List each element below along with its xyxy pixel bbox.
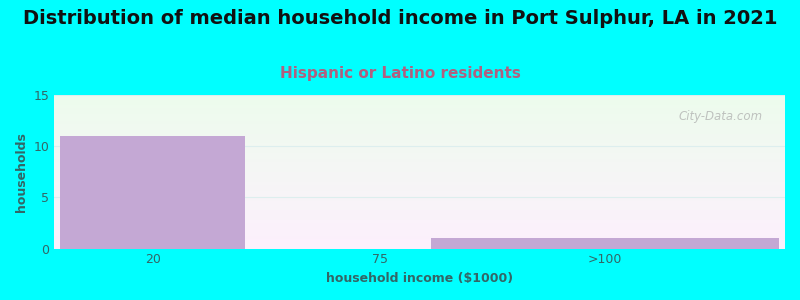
- Bar: [431, 238, 779, 249]
- Text: Hispanic or Latino residents: Hispanic or Latino residents: [279, 66, 521, 81]
- Text: Distribution of median household income in Port Sulphur, LA in 2021: Distribution of median household income …: [22, 9, 778, 28]
- X-axis label: household income ($1000): household income ($1000): [326, 272, 514, 285]
- Y-axis label: households: households: [15, 132, 28, 212]
- Bar: [60, 136, 246, 249]
- Text: City-Data.com: City-Data.com: [679, 110, 763, 123]
